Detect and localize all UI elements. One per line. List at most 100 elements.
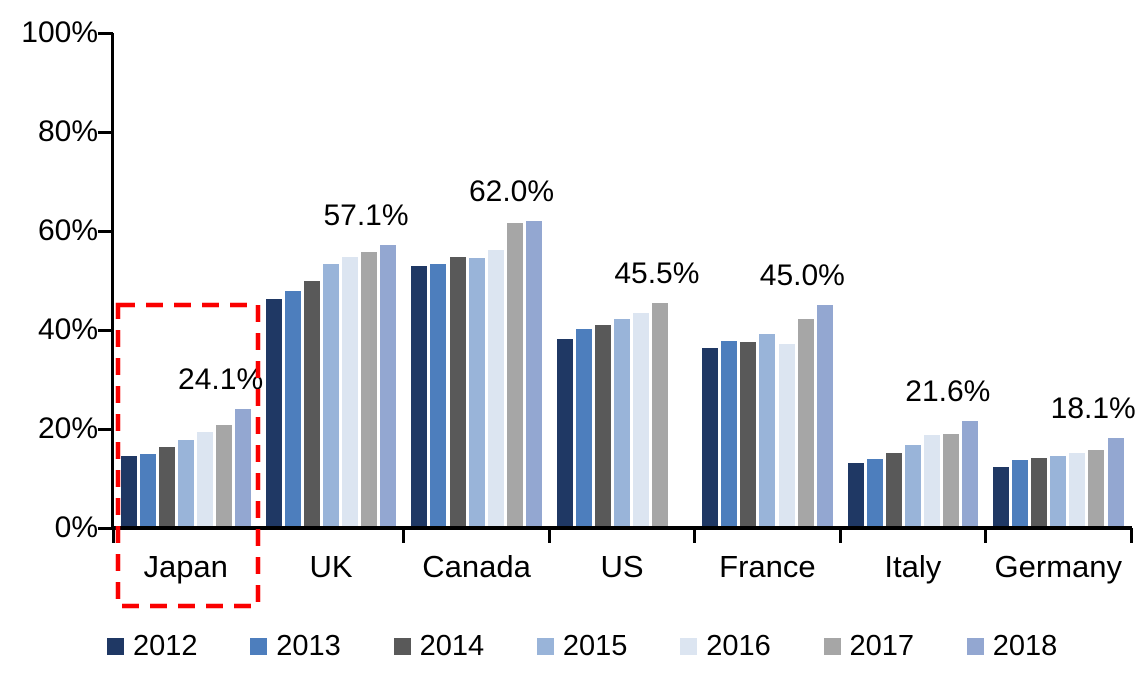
bar-canada-2016 — [487, 250, 504, 528]
bar-uk-2015 — [323, 264, 340, 528]
bar-uk-2017 — [361, 251, 378, 528]
legend-item-2012: 2012 — [107, 631, 198, 660]
legend-swatch-2012 — [107, 637, 124, 655]
bar-germany-2012 — [993, 466, 1010, 528]
legend-label-2014: 2014 — [419, 629, 485, 662]
bar-uk-2013 — [285, 290, 301, 528]
value-label-uk: 57.1% — [323, 199, 409, 233]
bar-us-2015 — [614, 319, 630, 528]
bar-italy-2014 — [885, 452, 902, 528]
x-category-label-japan: Japan — [143, 549, 228, 584]
legend-swatch-2016 — [680, 637, 698, 655]
x-tick — [693, 528, 697, 543]
y-tick-80% — [98, 130, 113, 134]
legend-swatch-2013 — [250, 637, 268, 655]
bar-canada-2014 — [449, 256, 466, 528]
legend-item-2013: 2013 — [250, 631, 341, 660]
bar-canada-2012 — [411, 266, 428, 528]
bar-france-2016 — [778, 343, 795, 528]
y-tick-40% — [98, 328, 113, 332]
bar-france-2013 — [721, 341, 738, 528]
bar-japan-2012 — [120, 455, 137, 528]
legend-swatch-2018 — [966, 637, 984, 655]
bar-us-2017 — [652, 302, 669, 528]
legend-item-2014: 2014 — [393, 631, 484, 660]
value-label-japan: 24.1% — [178, 362, 264, 396]
bar-france-2014 — [740, 341, 757, 528]
bar-canada-2018 — [525, 221, 542, 528]
value-label-germany: 18.1% — [1050, 392, 1136, 426]
bar-france-2018 — [816, 305, 833, 529]
x-tick — [256, 528, 260, 543]
y-tick-label: 20% — [37, 412, 98, 445]
legend-label-2018: 2018 — [992, 629, 1058, 662]
legend-item-2017: 2017 — [823, 631, 914, 660]
bar-japan-2014 — [158, 446, 175, 528]
bar-uk-2012 — [266, 298, 282, 528]
bar-japan-2017 — [215, 424, 232, 528]
bar-germany-2013 — [1012, 459, 1029, 528]
x-tick — [1129, 528, 1133, 543]
x-tick — [111, 528, 115, 543]
bar-japan-2015 — [177, 440, 194, 528]
legend-item-2018: 2018 — [966, 631, 1057, 660]
y-tick-60% — [98, 229, 113, 233]
x-tick — [547, 528, 551, 543]
y-axis-line — [111, 33, 114, 530]
y-tick-label: 100% — [21, 16, 98, 49]
y-tick-0% — [98, 526, 113, 530]
value-label-canada: 62.0% — [468, 175, 555, 209]
legend-swatch-2015 — [536, 637, 554, 655]
legend-label-2012: 2012 — [133, 629, 198, 662]
value-label-france: 45.0% — [759, 259, 845, 293]
legend-swatch-2014 — [393, 637, 411, 655]
bar-italy-2018 — [962, 421, 978, 528]
bar-italy-2015 — [904, 445, 921, 528]
bar-germany-2017 — [1088, 450, 1105, 528]
legend-swatch-2017 — [823, 637, 841, 655]
bar-italy-2012 — [847, 462, 864, 528]
x-category-label-canada: Canada — [422, 549, 531, 584]
bar-canada-2015 — [468, 257, 485, 528]
bar-germany-2015 — [1050, 455, 1067, 528]
legend-item-2016: 2016 — [680, 631, 771, 660]
bar-france-2012 — [702, 347, 719, 528]
legend-label-2017: 2017 — [849, 629, 915, 662]
x-category-label-france: France — [719, 549, 816, 584]
legend-label-2016: 2016 — [706, 629, 771, 662]
bar-italy-2013 — [866, 458, 883, 528]
bar-germany-2014 — [1031, 457, 1048, 528]
bar-canada-2013 — [430, 263, 447, 528]
bar-france-2017 — [797, 318, 814, 528]
y-tick-label: 80% — [37, 115, 98, 148]
bar-japan-2018 — [234, 408, 251, 528]
y-tick-label: 40% — [37, 313, 98, 346]
bar-japan-2016 — [196, 431, 213, 528]
bar-france-2015 — [759, 334, 776, 528]
x-category-label-uk: UK — [309, 549, 353, 584]
bar-japan-2013 — [139, 454, 156, 528]
bar-germany-2016 — [1069, 453, 1086, 528]
legend-item-2015: 2015 — [536, 631, 627, 660]
bar-uk-2016 — [342, 256, 359, 528]
x-tick — [838, 528, 842, 543]
bar-italy-2016 — [923, 434, 940, 528]
bar-italy-2017 — [943, 433, 959, 528]
bar-canada-2017 — [506, 222, 523, 528]
x-tick — [402, 528, 406, 543]
bar-uk-2018 — [380, 245, 397, 528]
bar-us-2014 — [594, 325, 611, 528]
x-category-label-us: US — [600, 549, 644, 584]
y-tick-label: 60% — [37, 214, 98, 247]
bar-us-2012 — [556, 338, 573, 528]
bar-us-2013 — [575, 329, 592, 528]
bar-germany-2018 — [1107, 438, 1124, 528]
x-category-label-italy: Italy — [884, 549, 942, 584]
value-label-italy: 21.6% — [905, 375, 991, 409]
x-axis-line — [111, 526, 1132, 530]
y-tick-20% — [98, 427, 113, 431]
bar-uk-2014 — [304, 280, 321, 528]
x-tick — [984, 528, 988, 543]
legend-label-2015: 2015 — [562, 629, 628, 662]
